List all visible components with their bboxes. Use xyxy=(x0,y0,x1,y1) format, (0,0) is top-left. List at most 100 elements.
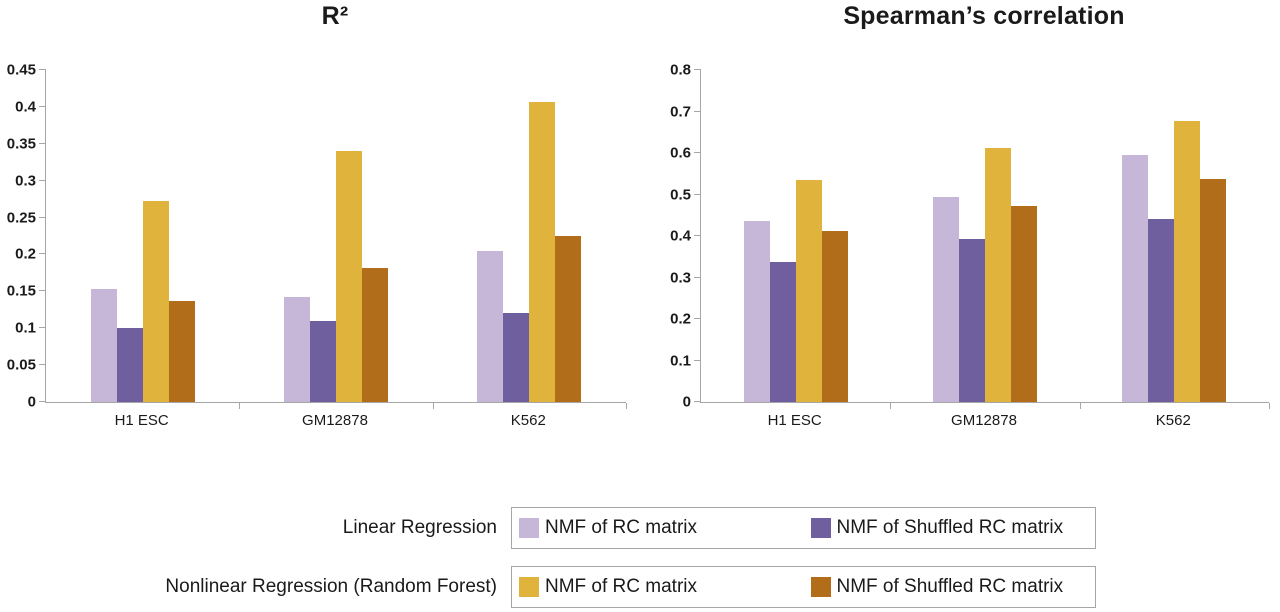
y-tick-label: 0.15 xyxy=(6,282,36,300)
y-tick-label: 0.4 xyxy=(670,227,691,245)
y-tick-label: 0.7 xyxy=(670,103,691,120)
category-label: H1 ESC xyxy=(114,412,169,429)
y-tick-mark xyxy=(694,152,701,153)
bar-group xyxy=(239,70,434,409)
y-tick-mark xyxy=(39,142,46,144)
legend-entry-label: NMF of RC matrix xyxy=(545,576,697,597)
bar xyxy=(142,200,169,402)
legend-box: NMF of RC matrix NMF of Shuffled RC matr… xyxy=(511,507,1096,549)
y-tick-mark xyxy=(694,193,701,195)
x-axis-labels: H1 ESC GM12878 K562 xyxy=(700,412,1268,429)
category-label: K562 xyxy=(510,412,546,429)
bar xyxy=(958,239,985,402)
y-tick-label: 0 xyxy=(682,393,691,411)
bar xyxy=(529,101,556,402)
y-tick-mark xyxy=(694,276,701,278)
category-label: GM12878 xyxy=(302,412,368,429)
legend-row-label: Linear Regression xyxy=(342,517,497,538)
bar xyxy=(1174,121,1201,402)
y-tick-label: 0.1 xyxy=(15,319,36,337)
y-tick-label: 0.2 xyxy=(670,310,691,328)
bar xyxy=(984,147,1011,402)
spearman-chart: Spearman’s correlation 0 0.1 0.2 0.3 0.4 0.5 0… xyxy=(640,0,1280,470)
y-tick-label: 0.5 xyxy=(670,186,691,203)
x-axis-labels: H1 ESC GM12878 K562 xyxy=(45,412,625,429)
y-tick-mark xyxy=(694,235,701,236)
y-tick-label: 0.3 xyxy=(15,172,36,190)
bar xyxy=(116,328,143,402)
bar xyxy=(503,313,530,402)
y-tick-mark xyxy=(39,105,46,107)
swatch-nmf-shuffled-nonlinear xyxy=(810,577,831,597)
legend-row-linear: Linear Regression NMF of RC matrix NMF o… xyxy=(0,507,1280,549)
r2-chart: R² 0 0.05 0.1 0.15 0.2 0.25 0.3 0.35 0.4 0.45 H1 … xyxy=(0,0,640,470)
swatch-nmf-shuffled-linear xyxy=(810,518,831,538)
bar xyxy=(821,230,848,402)
y-tick-mark xyxy=(694,401,701,402)
y-tick-mark xyxy=(694,110,701,112)
bar xyxy=(769,261,796,402)
y-tick-mark xyxy=(694,318,701,319)
bar xyxy=(1200,179,1227,402)
bar xyxy=(743,220,770,402)
y-tick-label: 0.1 xyxy=(670,352,691,369)
y-tick-label: 0 xyxy=(27,393,36,411)
y-tick-label: 0.6 xyxy=(670,144,691,162)
y-tick-mark xyxy=(694,69,701,70)
y-tick-label: 0.05 xyxy=(6,356,36,374)
bar-group xyxy=(890,70,1081,409)
y-tick-mark xyxy=(39,327,46,329)
bar xyxy=(795,179,822,402)
bar xyxy=(309,320,336,402)
bar xyxy=(335,151,362,402)
bar xyxy=(555,236,582,402)
y-tick-mark xyxy=(39,290,46,292)
y-tick-mark xyxy=(39,69,46,70)
plot-area: 0 0.05 0.1 0.15 0.2 0.25 0.3 0.35 0.4 0.45 xyxy=(7,62,628,411)
swatch-nmf-rc-nonlinear xyxy=(519,577,539,597)
y-tick-label: 0.45 xyxy=(6,61,36,79)
legend-entry-label: NMF of Shuffled RC matrix xyxy=(836,517,1064,538)
y-tick-label: 0.25 xyxy=(6,209,36,227)
bar-group xyxy=(1080,70,1271,409)
y-tick-mark xyxy=(39,179,46,181)
legend-row-nonlinear: Nonlinear Regression (Random Forest) NMF… xyxy=(0,566,1280,608)
legend-entry: NMF of RC matrix xyxy=(512,576,804,598)
bar xyxy=(361,267,388,402)
y-tick-label: 0.8 xyxy=(670,61,691,79)
bar xyxy=(477,250,504,402)
bar xyxy=(283,296,310,402)
bar-group xyxy=(433,70,628,409)
y-tick-label: 0.4 xyxy=(15,98,36,116)
legend-entry-label: NMF of RC matrix xyxy=(545,517,697,538)
legend-box: NMF of RC matrix NMF of Shuffled RC matr… xyxy=(511,566,1096,608)
y-tick-mark xyxy=(39,401,46,402)
bar xyxy=(168,300,195,402)
chart-title: Spearman’s correlation xyxy=(843,2,1125,30)
y-tick-mark xyxy=(39,216,46,218)
bar xyxy=(1010,206,1037,402)
bar-group xyxy=(701,70,892,409)
y-tick-label: 0.35 xyxy=(6,135,36,153)
bar xyxy=(90,289,117,402)
bar xyxy=(932,196,959,402)
legend-entry: NMF of Shuffled RC matrix xyxy=(804,576,1096,598)
plot-area: 0 0.1 0.2 0.3 0.4 0.5 0.6 0.7 0.8 xyxy=(670,62,1271,411)
chart-title: R² xyxy=(321,2,349,30)
category-label: GM12878 xyxy=(951,412,1017,429)
y-tick-label: 0.2 xyxy=(15,245,36,263)
legend-entry: NMF of Shuffled RC matrix xyxy=(804,517,1096,539)
legend-entry-label: NMF of Shuffled RC matrix xyxy=(836,576,1064,597)
swatch-nmf-rc-linear xyxy=(519,518,539,538)
legend-entry: NMF of RC matrix xyxy=(512,517,804,539)
legend-row-label: Nonlinear Regression (Random Forest) xyxy=(165,576,497,597)
y-tick-mark xyxy=(39,364,46,366)
category-label: H1 ESC xyxy=(767,412,822,429)
y-tick-mark xyxy=(694,359,701,361)
category-label: K562 xyxy=(1155,412,1191,429)
bar-group xyxy=(46,70,241,409)
y-tick-label: 0.3 xyxy=(670,269,691,286)
y-tick-mark xyxy=(39,253,46,255)
bar xyxy=(1122,155,1149,402)
bar xyxy=(1148,219,1175,402)
